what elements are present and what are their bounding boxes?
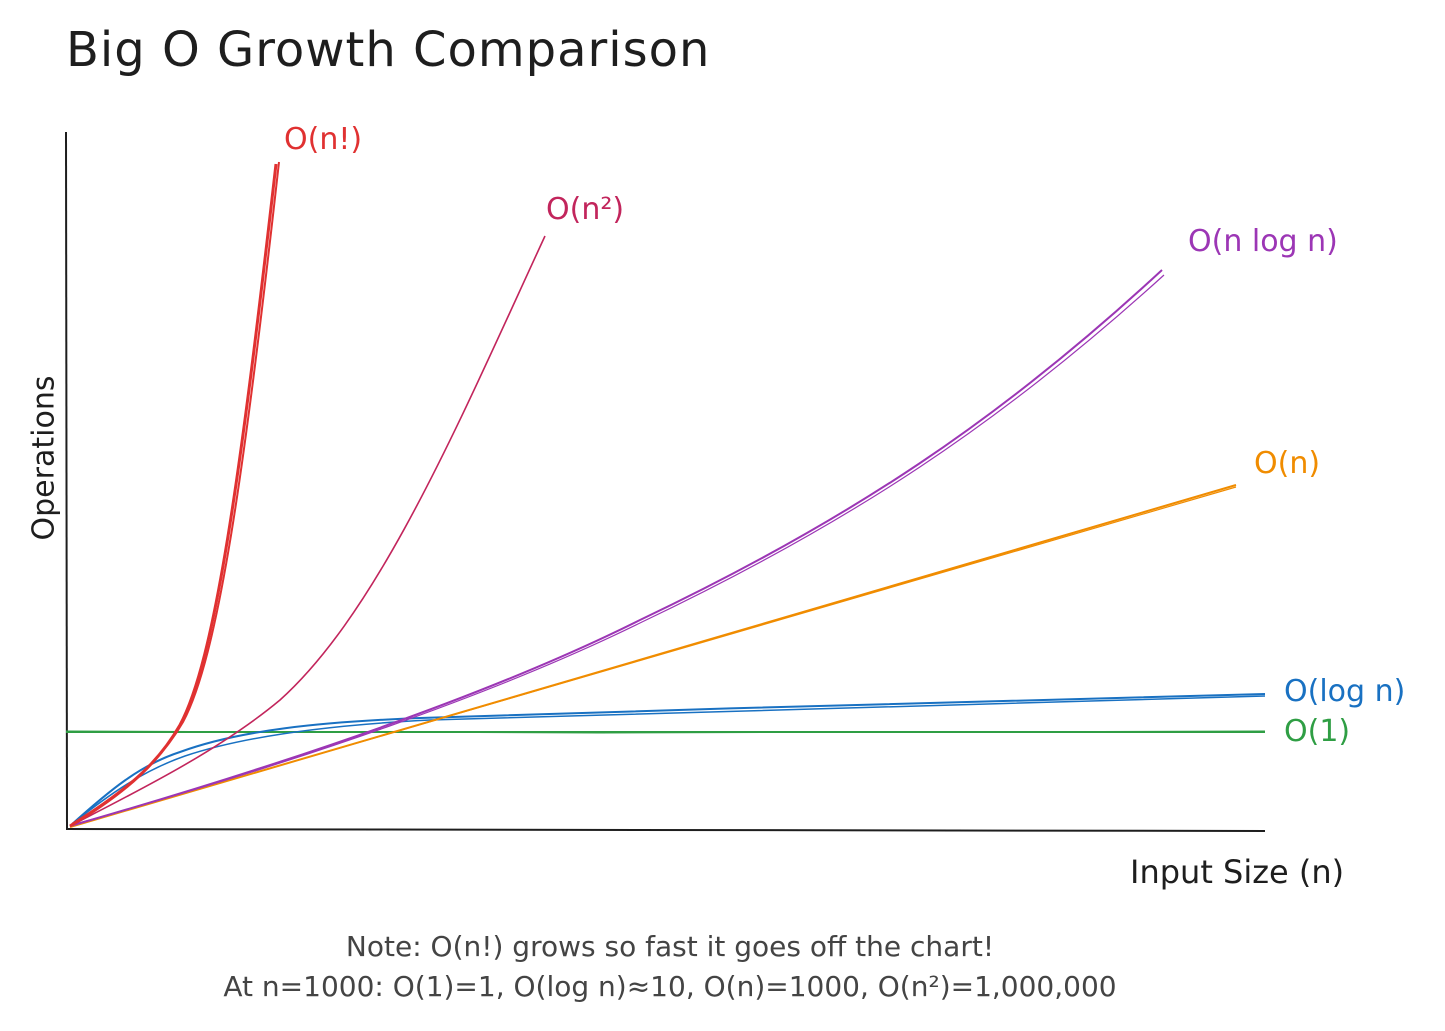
label-constant: O(1) xyxy=(1284,714,1351,749)
label-log: O(log n) xyxy=(1284,674,1406,709)
curve-quadratic xyxy=(69,235,546,827)
x-axis-label: Input Size (n) xyxy=(1130,853,1345,891)
curve-log xyxy=(69,693,1266,827)
curve-log-sketch xyxy=(71,695,1266,825)
curve-constant-sketch xyxy=(65,730,1266,734)
note-line-1: Note: O(n!) grows so fast it goes off th… xyxy=(345,930,995,963)
note-line-2: At n=1000: O(1)=1, O(log n)≈10, O(n)=100… xyxy=(223,970,1117,1003)
label-quadratic: O(n²) xyxy=(546,192,625,227)
label-nlogn: O(n log n) xyxy=(1188,224,1338,259)
curve-factorial-sketch xyxy=(71,161,280,825)
label-linear: O(n) xyxy=(1254,446,1321,481)
curve-nlogn xyxy=(69,269,1163,827)
curve-linear-sketch xyxy=(71,486,1237,827)
x-axis-line xyxy=(65,828,1266,832)
y-axis-line xyxy=(65,131,68,831)
diagram-title: Big O Growth Comparison xyxy=(66,22,711,78)
curve-nlogn-sketch xyxy=(71,274,1165,826)
label-factorial: O(n!) xyxy=(284,122,363,157)
y-axis-label: Operations xyxy=(26,375,62,541)
